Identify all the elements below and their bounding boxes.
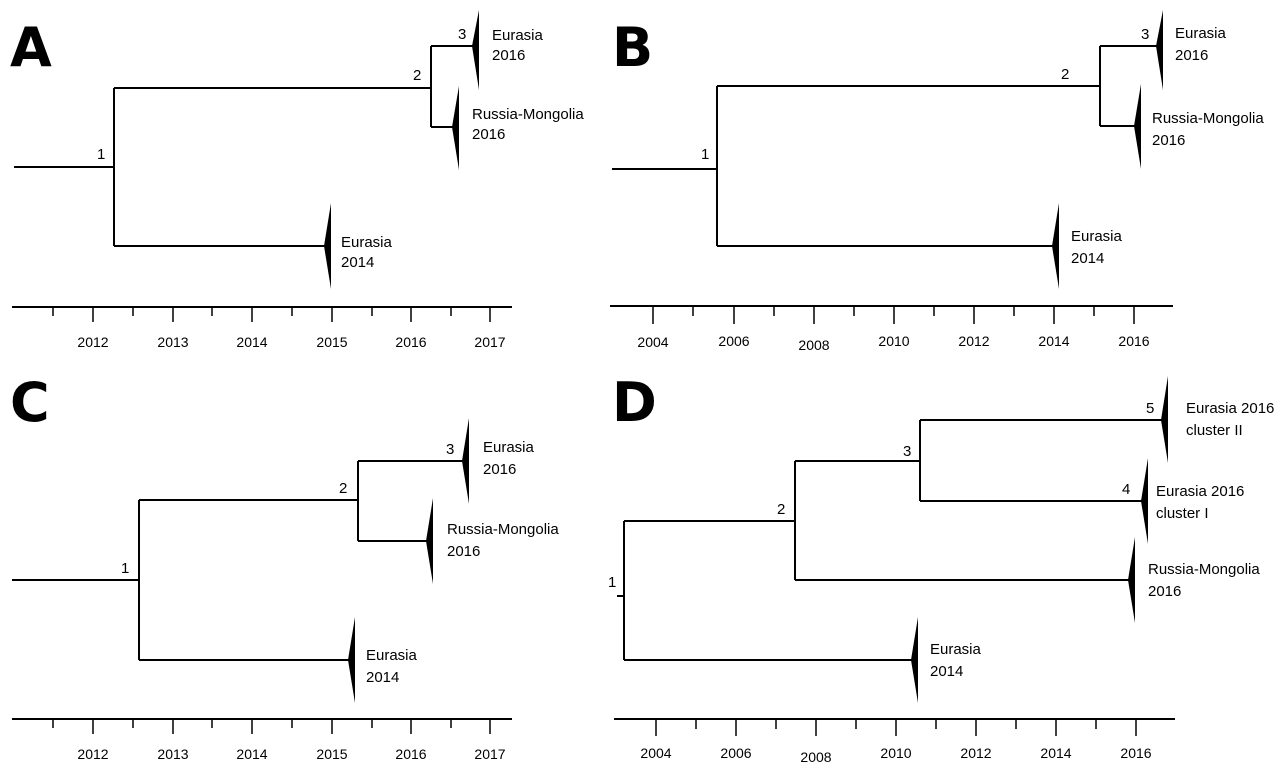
axis-tick-label: 2012: [958, 333, 989, 349]
node-label-1: 1: [97, 146, 105, 163]
axis-tick-label: 2010: [880, 745, 911, 761]
node-label-3: 3: [446, 441, 454, 458]
clade-russia-mongolia-2016-wedge: [426, 498, 433, 584]
axis-tick-label: 2004: [640, 745, 671, 761]
time-axis: 2012 2013 2014 2015 2016 2017: [12, 306, 512, 350]
clade-label: Eurasia 2016: [483, 439, 535, 478]
node-label-2: 2: [339, 480, 347, 497]
clade-label: Eurasia 2016: [1175, 25, 1227, 64]
time-axis: 2004 2006 2008 2010 2012 2014 2016: [610, 305, 1173, 353]
axis-tick-label: 2014: [1038, 333, 1069, 349]
tree: 1 2 3 Eurasia 2016 Russia-Mongolia 2016 Eu…: [12, 418, 559, 703]
clade-label: Eurasia 2014: [930, 641, 982, 680]
clade-russia-mongolia-2016-wedge: [1128, 537, 1135, 623]
clade-eurasia-2014-wedge: [348, 617, 355, 703]
clade-label: Russia-Mongolia 2016: [1152, 110, 1264, 149]
axis-tick-label: 2017: [474, 746, 505, 762]
node-label-4: 4: [1122, 481, 1130, 498]
axis-tick-label: 2012: [960, 745, 991, 761]
clade-eurasia-2014-wedge: [911, 617, 918, 703]
clade-label: Eurasia 2016 cluster II: [1186, 400, 1274, 439]
clade-label: Eurasia 2016 cluster I: [1156, 483, 1244, 522]
axis-tick-label: 2008: [800, 749, 831, 764]
axis-tick-label: 2010: [878, 333, 909, 349]
node-label-3: 3: [458, 26, 466, 43]
clade-eurasia-2016-wedge: [462, 418, 469, 504]
node-label-3: 3: [1141, 26, 1149, 43]
node-label-3: 3: [903, 443, 911, 460]
clade-label: Russia-Mongolia 2016: [472, 106, 584, 143]
axis-tick-label: 2015: [316, 746, 347, 762]
panel-letter: C: [10, 371, 50, 434]
axis-tick-label: 2013: [157, 334, 188, 350]
axis-tick-label: 2014: [236, 334, 267, 350]
clade-label: Eurasia 2014: [1071, 228, 1123, 267]
axis-tick-label: 2006: [720, 745, 751, 761]
node-label-1: 1: [121, 560, 129, 577]
axis-tick-label: 2015: [316, 334, 347, 350]
clade-label: Eurasia 2014: [366, 647, 418, 686]
node-label-1: 1: [608, 574, 616, 591]
clade-eurasia-2016-cluster-ii-wedge: [1161, 376, 1168, 463]
axis-tick-label: 2014: [1040, 745, 1071, 761]
axis-tick-label: 2004: [637, 334, 668, 350]
clade-label: Eurasia 2014: [341, 234, 393, 271]
clade-eurasia-2014-wedge: [1052, 203, 1059, 289]
clade-eurasia-2016-wedge: [472, 10, 479, 90]
axis-tick-label: 2016: [1120, 745, 1151, 761]
node-label-1: 1: [701, 146, 709, 163]
clade-label: Russia-Mongolia 2016: [1148, 561, 1260, 600]
axis-tick-label: 2006: [718, 333, 749, 349]
clade-eurasia-2016-cluster-i-wedge: [1141, 458, 1148, 544]
panel-letter: B: [612, 16, 653, 79]
axis-tick-label: 2012: [77, 334, 108, 350]
panel-letter: D: [612, 371, 657, 434]
axis-tick-label: 2017: [474, 334, 505, 350]
node-label-2: 2: [777, 501, 785, 518]
node-label-2: 2: [413, 67, 421, 84]
clade-russia-mongolia-2016-wedge: [1134, 84, 1141, 169]
axis-tick-label: 2012: [77, 746, 108, 762]
clade-label: Eurasia 2016: [492, 27, 544, 64]
panel-c: C 1 2 3 Eurasia 2016 Russia-Mongolia 2016 …: [10, 371, 559, 762]
panel-letter: A: [10, 16, 52, 79]
clade-eurasia-2016-wedge: [1156, 10, 1163, 90]
panel-b: B 1 2 3 Eurasia 2016 Russia-Mongolia 2016 …: [610, 10, 1264, 353]
panel-d: D 1 2 3 4 5 Eurasia 2016 cluster II Euras…: [608, 371, 1274, 764]
node-label-2: 2: [1061, 66, 1069, 83]
clade-russia-mongolia-2016-wedge: [452, 86, 459, 170]
tree: 1 2 3 Eurasia 2016 Russia-Mongolia 2016 Eu…: [612, 10, 1264, 289]
panel-a: A 1 2 3 Eurasia 2016 Russia-Mongolia 2016 …: [10, 10, 584, 350]
axis-tick-label: 2014: [236, 746, 267, 762]
axis-tick-label: 2008: [798, 337, 829, 353]
time-axis: 2012 2013 2014 2015 2016 2017: [12, 718, 512, 762]
axis-tick-label: 2016: [395, 746, 426, 762]
clade-eurasia-2014-wedge: [324, 203, 331, 289]
tree: 1 2 3 Eurasia 2016 Russia-Mongolia 2016 Eu…: [14, 10, 584, 289]
time-axis: 2004 2006 2008 2010 2012 2014 2016: [614, 718, 1175, 764]
tree: 1 2 3 4 5 Eurasia 2016 cluster II Eurasia…: [608, 376, 1274, 703]
clade-label: Russia-Mongolia 2016: [447, 521, 559, 560]
axis-tick-label: 2016: [1118, 333, 1149, 349]
node-label-5: 5: [1146, 400, 1154, 417]
axis-tick-label: 2016: [395, 334, 426, 350]
axis-tick-label: 2013: [157, 746, 188, 762]
